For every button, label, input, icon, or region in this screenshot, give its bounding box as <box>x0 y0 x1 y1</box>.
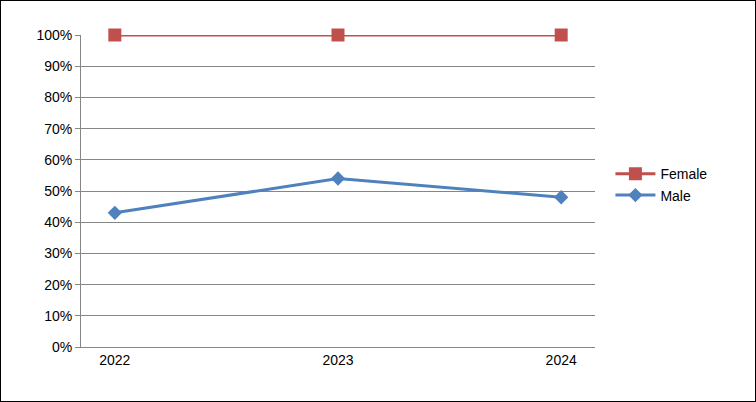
svg-text:70%: 70% <box>44 121 72 137</box>
svg-text:2022: 2022 <box>99 352 130 368</box>
svg-text:2023: 2023 <box>322 352 353 368</box>
svg-text:2024: 2024 <box>546 352 577 368</box>
svg-text:20%: 20% <box>44 277 72 293</box>
svg-text:Male: Male <box>660 188 691 204</box>
svg-text:0%: 0% <box>52 339 72 355</box>
svg-text:30%: 30% <box>44 245 72 261</box>
svg-text:40%: 40% <box>44 214 72 230</box>
svg-text:10%: 10% <box>44 308 72 324</box>
svg-text:Female: Female <box>660 166 707 182</box>
svg-text:50%: 50% <box>44 183 72 199</box>
svg-text:60%: 60% <box>44 152 72 168</box>
svg-text:90%: 90% <box>44 58 72 74</box>
svg-text:100%: 100% <box>36 27 72 43</box>
svg-text:80%: 80% <box>44 89 72 105</box>
